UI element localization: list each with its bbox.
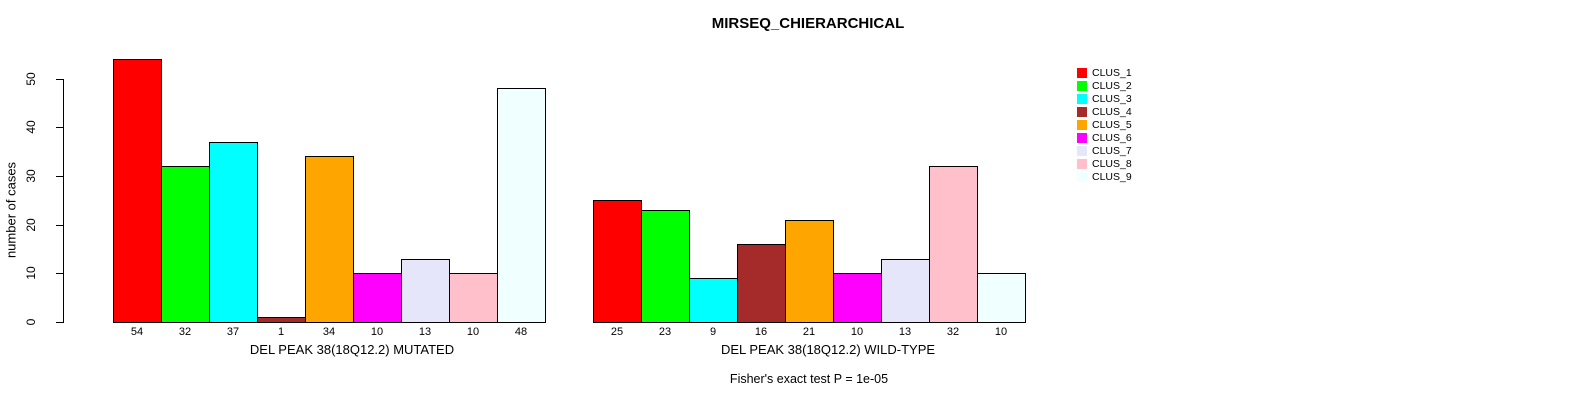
bar [785, 220, 834, 323]
legend-label: CLUS_4 [1092, 105, 1132, 118]
bar [929, 166, 978, 323]
bar [305, 156, 354, 323]
legend-label: CLUS_5 [1092, 118, 1132, 131]
legend-label: CLUS_8 [1092, 157, 1132, 170]
bar [353, 273, 402, 323]
bar [161, 166, 210, 323]
legend-item: CLUS_5 [1077, 118, 1132, 131]
bar-value-label: 13 [898, 326, 912, 338]
y-tick-label: 0 [24, 318, 38, 326]
legend-swatch [1077, 145, 1087, 156]
legend-item: CLUS_7 [1077, 144, 1132, 157]
bar [449, 273, 498, 323]
bar-value-label: 48 [514, 326, 528, 338]
bar [497, 88, 546, 323]
bar [737, 244, 786, 323]
bar-value-label: 37 [226, 326, 240, 338]
y-tick-label: 10 [24, 266, 38, 280]
legend-swatch [1077, 93, 1087, 104]
y-tick [56, 78, 63, 80]
y-tick-label: 40 [24, 120, 38, 134]
y-tick-label: 50 [24, 71, 38, 86]
legend-swatch [1077, 67, 1087, 78]
bar-value-label: 34 [322, 326, 336, 338]
legend-item: CLUS_1 [1077, 66, 1132, 79]
legend-swatch [1077, 171, 1087, 182]
y-axis-line [63, 78, 64, 323]
bar [257, 317, 306, 323]
legend-item: CLUS_6 [1077, 131, 1132, 144]
bar [209, 142, 258, 323]
group-x-label: DEL PEAK 38(18Q12.2) MUTATED [249, 342, 455, 357]
caption: Fisher's exact test P = 1e-05 [729, 372, 889, 386]
y-axis-label: number of cases [3, 161, 19, 259]
y-tick [56, 175, 63, 177]
bar-value-label: 16 [754, 326, 768, 338]
bar-value-label: 13 [418, 326, 432, 338]
legend-label: CLUS_1 [1092, 66, 1132, 79]
legend-label: CLUS_3 [1092, 92, 1132, 105]
y-tick [56, 273, 63, 275]
bar-value-label: 9 [709, 326, 717, 338]
bar [113, 59, 162, 323]
group-x-label: DEL PEAK 38(18Q12.2) WILD-TYPE [720, 342, 936, 357]
legend-swatch [1077, 106, 1087, 117]
y-tick-label: 20 [24, 217, 38, 232]
y-tick [56, 127, 63, 129]
bar-value-label: 23 [658, 326, 672, 338]
bar [689, 278, 738, 323]
y-tick [56, 322, 63, 323]
bar-value-label: 10 [994, 326, 1008, 338]
bar [401, 259, 450, 323]
legend-label: CLUS_9 [1092, 170, 1132, 183]
bar-value-label: 54 [130, 326, 144, 338]
legend-item: CLUS_3 [1077, 92, 1132, 105]
bar-value-label: 25 [610, 326, 624, 338]
legend-label: CLUS_6 [1092, 131, 1132, 144]
bar [977, 273, 1026, 323]
chart-title: MIRSEQ_CHIERARCHICAL [711, 15, 905, 32]
legend-label: CLUS_7 [1092, 144, 1132, 157]
bar-value-label: 10 [466, 326, 480, 338]
bar [833, 273, 882, 323]
bar-value-label: 10 [850, 326, 864, 338]
legend-label: CLUS_2 [1092, 79, 1132, 92]
bar [641, 210, 690, 323]
legend-swatch [1077, 80, 1087, 91]
bar-value-label: 10 [370, 326, 384, 338]
legend-item: CLUS_4 [1077, 105, 1132, 118]
bar [593, 200, 642, 323]
legend-item: CLUS_8 [1077, 157, 1132, 170]
bar-value-label: 32 [946, 326, 960, 338]
bar [881, 259, 930, 323]
legend-swatch [1077, 158, 1087, 169]
bar-value-label: 32 [178, 326, 192, 338]
bar-value-label: 1 [277, 326, 285, 338]
y-tick-label: 30 [24, 169, 38, 183]
legend-item: CLUS_9 [1077, 170, 1132, 183]
legend-item: CLUS_2 [1077, 79, 1132, 92]
legend-swatch [1077, 132, 1087, 143]
bar-value-label: 21 [802, 326, 816, 338]
y-tick [56, 224, 63, 226]
legend-swatch [1077, 119, 1087, 130]
